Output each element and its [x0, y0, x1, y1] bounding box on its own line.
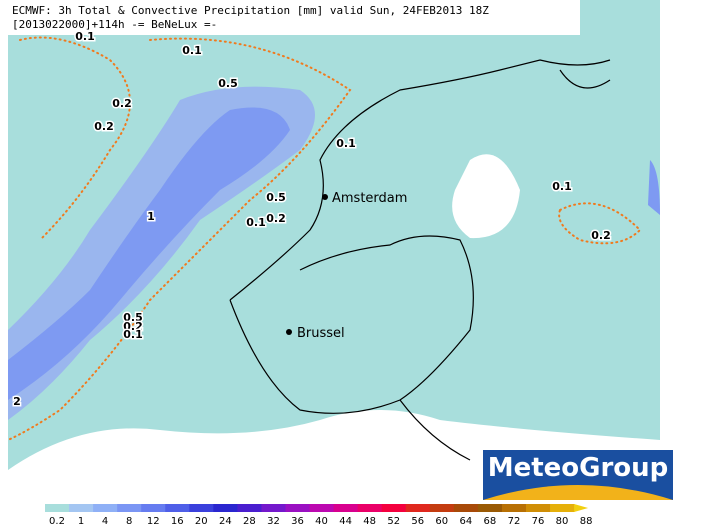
legend-label: 88 — [580, 516, 593, 527]
legend-swatch — [333, 504, 359, 512]
legend-swatch — [357, 504, 383, 512]
legend: 0.2 1 4 8 12 16 20 24 28 32 36 40 44 48 52 56 60 64 68 72 76… — [45, 504, 592, 527]
legend-swatch — [574, 504, 589, 512]
contour-label: 0.2 — [112, 97, 132, 110]
legend-swatch — [550, 504, 575, 512]
legend-label: 0.2 — [49, 516, 65, 527]
legend-label: 24 — [219, 516, 232, 527]
legend-label: 16 — [171, 516, 184, 527]
contour-label: 0.1 — [123, 328, 143, 341]
legend-label: 1 — [78, 516, 84, 527]
header-box — [8, 0, 580, 35]
no-precip-area — [452, 154, 520, 239]
city-dot — [286, 329, 292, 335]
legend-swatch — [189, 504, 214, 512]
precip-area — [8, 107, 290, 400]
logo-text: MeteoGroup — [488, 453, 669, 483]
logo-sun — [483, 485, 673, 500]
legend-label: 68 — [484, 516, 497, 527]
contour-label: 0.1 — [336, 137, 356, 150]
contour — [7, 37, 352, 441]
contour-label: 0.2 — [123, 320, 143, 333]
legend-swatch — [69, 504, 94, 512]
legend-label: 4 — [102, 516, 108, 527]
legend-label: 76 — [532, 516, 545, 527]
legend-swatch — [117, 504, 142, 512]
legend-label: 48 — [363, 516, 376, 527]
city-label: Amsterdam — [332, 191, 407, 206]
legend-label: 36 — [291, 516, 304, 527]
legend-label: 80 — [556, 516, 569, 527]
legend-swatch — [309, 504, 335, 512]
city-label: Brussel — [297, 326, 345, 341]
contour-label: 0.1 — [552, 180, 572, 193]
legend-swatch — [429, 504, 455, 512]
legend-swatch — [381, 504, 407, 512]
legend-swatch — [526, 504, 551, 512]
coastline — [229, 59, 611, 461]
legend-label: 64 — [459, 516, 472, 527]
legend-label: 28 — [243, 516, 256, 527]
contour-label: 1 — [147, 210, 155, 223]
contour-label: 0.5 — [266, 191, 286, 204]
legend-swatch — [477, 504, 503, 512]
legend-swatch — [165, 504, 190, 512]
precip-area — [648, 160, 660, 215]
header-run: [2013022000]+114h -= BeNeLux =- — [12, 18, 217, 31]
legend-label: 20 — [195, 516, 208, 527]
legend-label: 12 — [147, 516, 160, 527]
contour-label: 0.5 — [123, 311, 143, 324]
contour-label: 2 — [13, 395, 21, 408]
legend-label: 32 — [267, 516, 280, 527]
city-dot — [322, 194, 328, 200]
legend-label: 72 — [508, 516, 521, 527]
legend-swatch — [45, 504, 70, 512]
legend-swatch — [285, 504, 311, 512]
legend-swatch — [93, 504, 118, 512]
legend-swatch — [261, 504, 286, 512]
contour-label: 0.5 — [218, 77, 238, 90]
legend-label: 8 — [126, 516, 132, 527]
legend-swatch — [453, 504, 479, 512]
legend-label: 44 — [339, 516, 352, 527]
contour — [558, 202, 642, 245]
contour-label: 0.1 — [182, 44, 202, 57]
legend-label: 56 — [411, 516, 424, 527]
legend-swatch — [501, 504, 527, 512]
legend-label: 52 — [387, 516, 400, 527]
legend-label: 40 — [315, 516, 328, 527]
contour-label: 0.2 — [266, 212, 286, 225]
legend-swatch — [405, 504, 431, 512]
legend-swatch — [237, 504, 262, 512]
contour-labels: 0.10.10.50.20.20.10.50.1 0.210.10.20.50.2… — [12, 29, 613, 410]
legend-swatch — [141, 504, 166, 512]
contour-label: 0.2 — [591, 229, 611, 242]
contour-label: 0.1 — [75, 30, 95, 43]
contour — [19, 36, 131, 241]
header-title: ECMWF: 3h Total & Convective Precipitati… — [12, 4, 489, 17]
legend-swatch — [213, 504, 238, 512]
contour-label: 0.2 — [94, 120, 114, 133]
contour-label: 0.1 — [246, 216, 266, 229]
legend-label: 60 — [435, 516, 448, 527]
